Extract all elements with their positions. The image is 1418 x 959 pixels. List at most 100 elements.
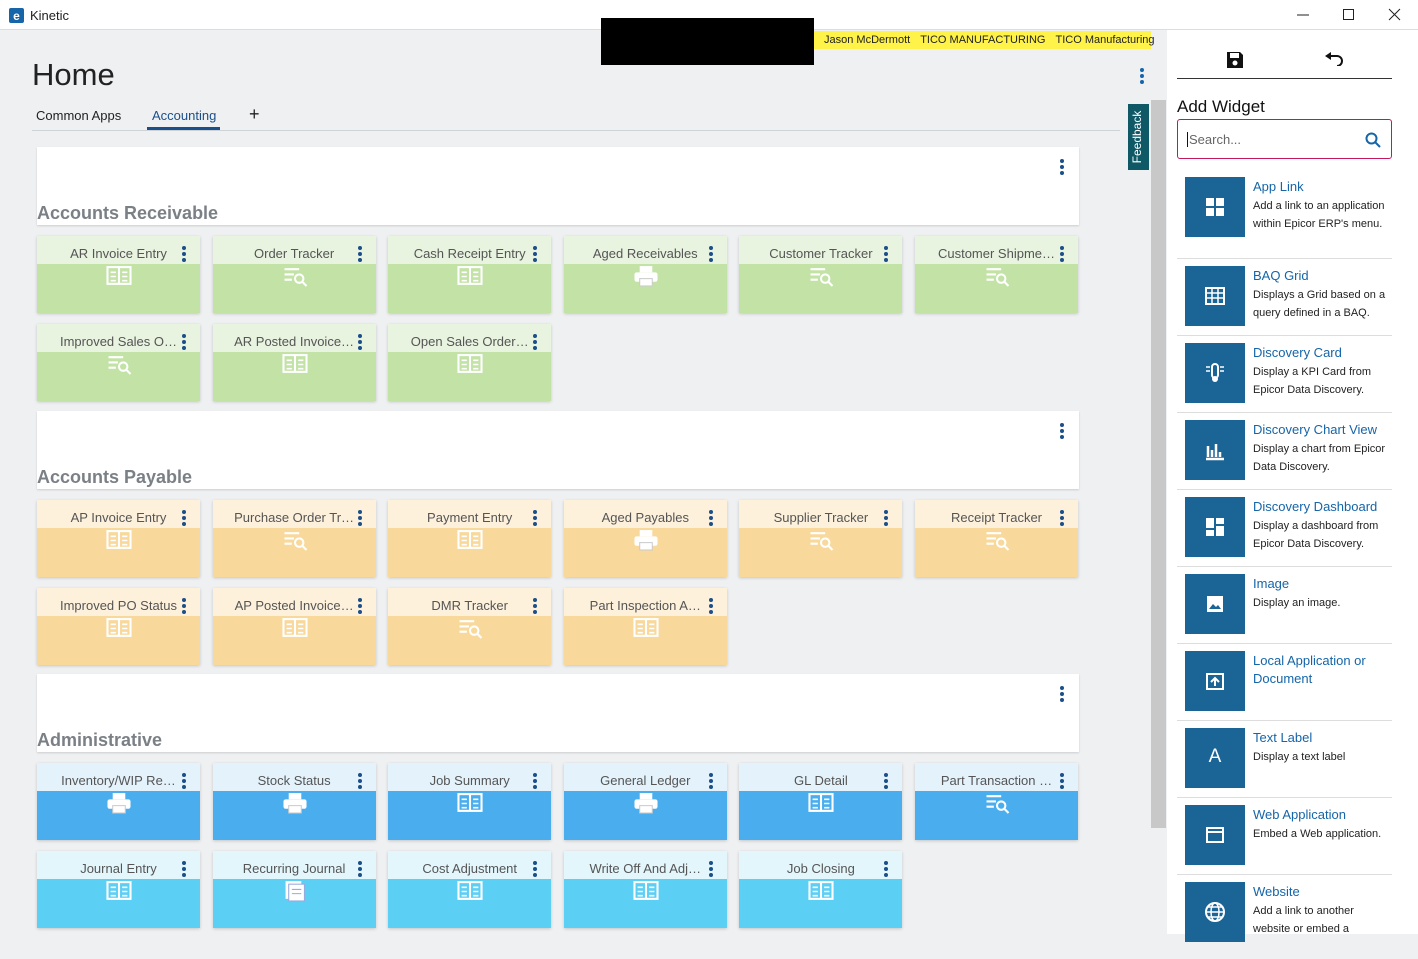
tile-icon: [633, 880, 659, 902]
page-menu: [1136, 67, 1148, 85]
tile-label: Supplier Tracker: [773, 510, 869, 525]
feedback-tab[interactable]: Feedback: [1128, 104, 1149, 170]
app-tile[interactable]: GL Detail: [739, 763, 903, 840]
widget-item[interactable]: A Text Label Display a text label: [1177, 720, 1392, 805]
tile-label: Write Off And Adj…: [589, 861, 702, 876]
icon-part: [284, 532, 299, 545]
icon-part: [533, 861, 538, 865]
widget-item[interactable]: App Link Add a link to an application wit…: [1177, 177, 1392, 266]
icon-part: [1206, 530, 1214, 536]
icon-part: [182, 246, 186, 250]
tile-header: [37, 851, 200, 879]
section-header: Accounts Receivable: [37, 147, 1079, 225]
widget-separator: [1177, 874, 1392, 875]
app-tile[interactable]: AP Posted Invoice…: [212, 588, 376, 665]
app-tile[interactable]: Aged Receivables: [563, 236, 727, 313]
tile-menu: [883, 772, 889, 790]
app-tile[interactable]: Order Tracker: [212, 236, 376, 313]
app-tile[interactable]: DMR Tracker: [388, 588, 552, 665]
icon-part: [357, 252, 362, 256]
icon-part: [820, 273, 831, 284]
app-tile[interactable]: AR Invoice Entry: [37, 236, 200, 313]
widget-item[interactable]: Discovery Card Display a KPI Card from Ep…: [1177, 335, 1392, 420]
tile-header: [739, 500, 903, 528]
icon-part: [1206, 827, 1224, 843]
tile-label: GL Detail: [794, 773, 848, 788]
icon-part: [884, 873, 889, 877]
widget-name: Discovery Dashboard: [1253, 499, 1378, 514]
widget-item[interactable]: Discovery Chart View Display a chart from…: [1177, 412, 1392, 497]
app-tile[interactable]: Customer Tracker: [739, 236, 903, 313]
widget-item[interactable]: Local Application or Document: [1177, 643, 1392, 728]
icon-part: [457, 793, 483, 812]
tile-icon: [457, 529, 483, 551]
app-tile[interactable]: Job Summary: [388, 763, 552, 840]
tile-header: [739, 763, 903, 791]
app-tile[interactable]: Write Off And Adj…: [563, 851, 727, 928]
widget-item[interactable]: Discovery Dashboard Display a dashboard f…: [1177, 489, 1392, 574]
save-button[interactable]: [1226, 51, 1244, 69]
app-tile[interactable]: Payment Entry: [388, 500, 552, 577]
app-tile[interactable]: Customer Shipme…: [915, 236, 1078, 313]
app-tile[interactable]: General Ledger: [563, 763, 727, 840]
tab[interactable]: Common Apps: [36, 108, 122, 123]
tile-header: [563, 588, 727, 616]
icon-part: [357, 510, 362, 514]
icon-part: [639, 266, 653, 273]
icon-part: [107, 793, 131, 814]
icon-part: [182, 340, 186, 344]
undo-button[interactable]: [1324, 52, 1344, 67]
icon-part: [182, 773, 186, 777]
icon-part: [357, 604, 362, 608]
icon-part: [1216, 526, 1224, 536]
icon-part: [1211, 363, 1219, 379]
app-tile[interactable]: Part Inspection A…: [563, 588, 727, 665]
app-tile[interactable]: Aged Payables: [563, 500, 727, 577]
tile-header: [212, 763, 376, 791]
app-tile[interactable]: Improved Sales O…: [37, 324, 200, 401]
app-tile[interactable]: Journal Entry: [37, 851, 200, 928]
icon-part: [708, 246, 713, 262]
app-tile[interactable]: AP Invoice Entry: [37, 500, 200, 577]
app-tile[interactable]: Stock Status: [212, 763, 376, 840]
icon-part: [1060, 423, 1064, 427]
icon-part: [1140, 80, 1144, 84]
icon-part: [533, 334, 538, 350]
icon-part: [461, 798, 479, 809]
icon-part: [1206, 288, 1224, 304]
widget-icon: [1185, 420, 1245, 480]
app-tile[interactable]: Purchase Order Tr…: [212, 500, 376, 577]
widget-separator: [1177, 797, 1392, 798]
widget-item[interactable]: Web Application Embed a Web application.: [1177, 797, 1392, 882]
app-tile[interactable]: Cost Adjustment: [388, 851, 552, 928]
app-tile[interactable]: Recurring Journal: [212, 851, 376, 928]
tile-label: Part Transaction …: [940, 773, 1053, 788]
icon-part: [995, 273, 1007, 284]
app-tile[interactable]: Part Transaction …: [915, 763, 1078, 840]
icon-part: [1003, 808, 1010, 814]
app-tile[interactable]: Open Sales Order…: [388, 324, 552, 401]
tile-header: [37, 236, 200, 264]
tile-label: Job Summary: [429, 773, 510, 788]
icon-part: [986, 795, 1010, 814]
app-tile[interactable]: Supplier Tracker: [739, 500, 903, 577]
tab[interactable]: Accounting: [152, 108, 217, 123]
app-tile[interactable]: Improved PO Status: [37, 588, 200, 665]
tile-icon: [808, 265, 834, 287]
app-tile[interactable]: Job Closing: [739, 851, 903, 928]
app-tile[interactable]: Inventory/WIP Re…: [37, 763, 200, 840]
tile-header: [37, 588, 200, 616]
widget-item[interactable]: Image Display an image.: [1177, 566, 1392, 651]
add-tab-button[interactable]: +: [249, 104, 260, 124]
search-box[interactable]: Search...: [1177, 119, 1392, 159]
widget-name: App Link: [1253, 179, 1304, 194]
icon-part: [182, 258, 186, 262]
app-tile[interactable]: Cash Receipt Entry: [388, 236, 552, 313]
app-tile[interactable]: AR Posted Invoice…: [212, 324, 376, 401]
icon-part: [1060, 773, 1064, 777]
widget-item[interactable]: BAQ Grid Displays a Grid based on a query…: [1177, 258, 1392, 343]
widget-item[interactable]: Website Add a link to another website or …: [1177, 874, 1392, 959]
section-title: Accounts Receivable: [37, 203, 219, 223]
app-tile[interactable]: Receipt Tracker: [915, 500, 1078, 577]
